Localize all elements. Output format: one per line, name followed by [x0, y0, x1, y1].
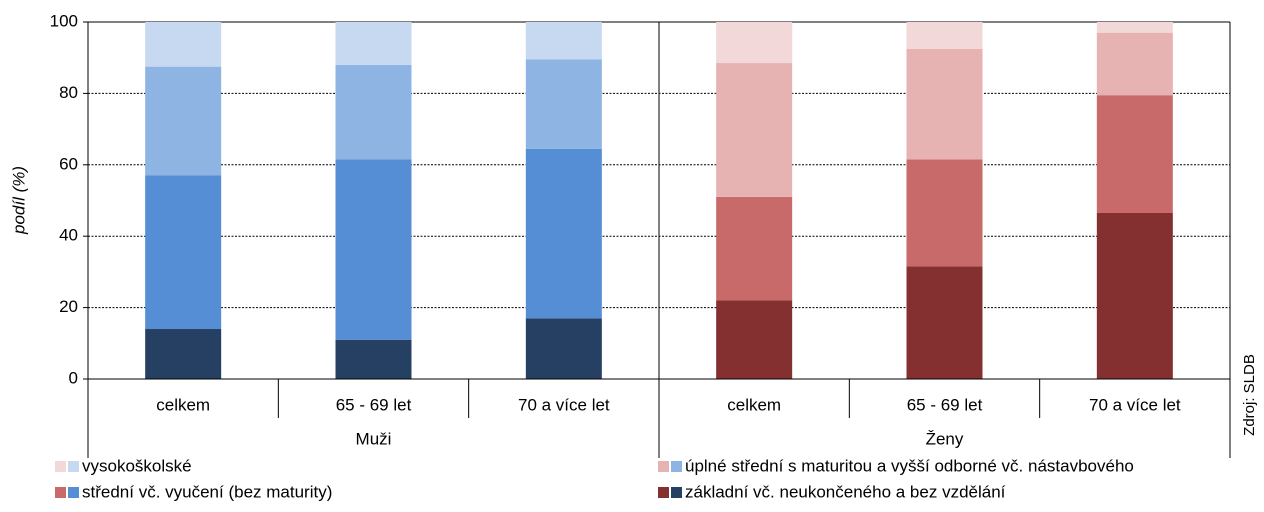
- legend-label: vysokoškolské: [82, 456, 192, 475]
- bar-segment: [525, 22, 602, 60]
- bar-segment: [716, 22, 793, 64]
- bar-segment: [145, 66, 222, 176]
- bar-segment: [1096, 95, 1173, 213]
- bar-segment: [716, 300, 793, 379]
- y-tick-label: 20: [59, 297, 78, 316]
- legend-label: základní vč. neukončeného a bez vzdělání: [685, 482, 1006, 501]
- legend-swatch: [671, 487, 682, 498]
- bar-segment: [525, 318, 602, 379]
- bar-segment: [145, 175, 222, 330]
- x-tick-label: 65 - 69 let: [907, 395, 983, 414]
- legend-swatch: [55, 461, 66, 472]
- y-tick-label: 100: [50, 11, 78, 30]
- bar-segment: [906, 48, 983, 160]
- bar-segment: [335, 64, 412, 160]
- bar-segment: [525, 148, 602, 319]
- x-tick-label: celkem: [727, 395, 781, 414]
- bar-segment: [335, 22, 412, 65]
- legend-swatch: [658, 461, 669, 472]
- bar-segment: [525, 59, 602, 149]
- x-tick-label: 65 - 69 let: [336, 395, 412, 414]
- legend-label: úplné střední s maturitou a vyšší odborn…: [685, 456, 1134, 475]
- legend-swatch: [658, 487, 669, 498]
- y-tick-label: 0: [69, 368, 78, 387]
- bar-segment: [335, 159, 412, 340]
- y-axis-title: podíl (%): [9, 166, 28, 235]
- bar-segment: [1096, 32, 1173, 96]
- x-tick-label: 70 a více let: [518, 395, 610, 414]
- bar-segment: [906, 159, 983, 267]
- group-label: Muži: [356, 429, 392, 448]
- bar-segment: [1096, 212, 1173, 379]
- group-label: Ženy: [926, 429, 964, 448]
- x-tick-label: celkem: [156, 395, 210, 414]
- y-tick-label: 60: [59, 154, 78, 173]
- x-tick-label: 70 a více let: [1089, 395, 1181, 414]
- bar-segment: [1096, 22, 1173, 33]
- bar-segment: [906, 266, 983, 379]
- bar-segment: [145, 329, 222, 379]
- y-tick-label: 40: [59, 226, 78, 245]
- legend-swatch: [671, 461, 682, 472]
- legend-swatch: [68, 487, 79, 498]
- bar-segment: [716, 63, 793, 197]
- legend-swatch: [68, 461, 79, 472]
- bar-segment: [716, 196, 793, 301]
- y-tick-label: 80: [59, 83, 78, 102]
- legend-label: střední vč. vyučení (bez maturity): [82, 482, 332, 501]
- legend-swatch: [55, 487, 66, 498]
- bar-segment: [145, 22, 222, 67]
- source: Zdroj: SLDB: [1241, 354, 1258, 436]
- bar-segment: [335, 339, 412, 379]
- bar-segment: [906, 22, 983, 49]
